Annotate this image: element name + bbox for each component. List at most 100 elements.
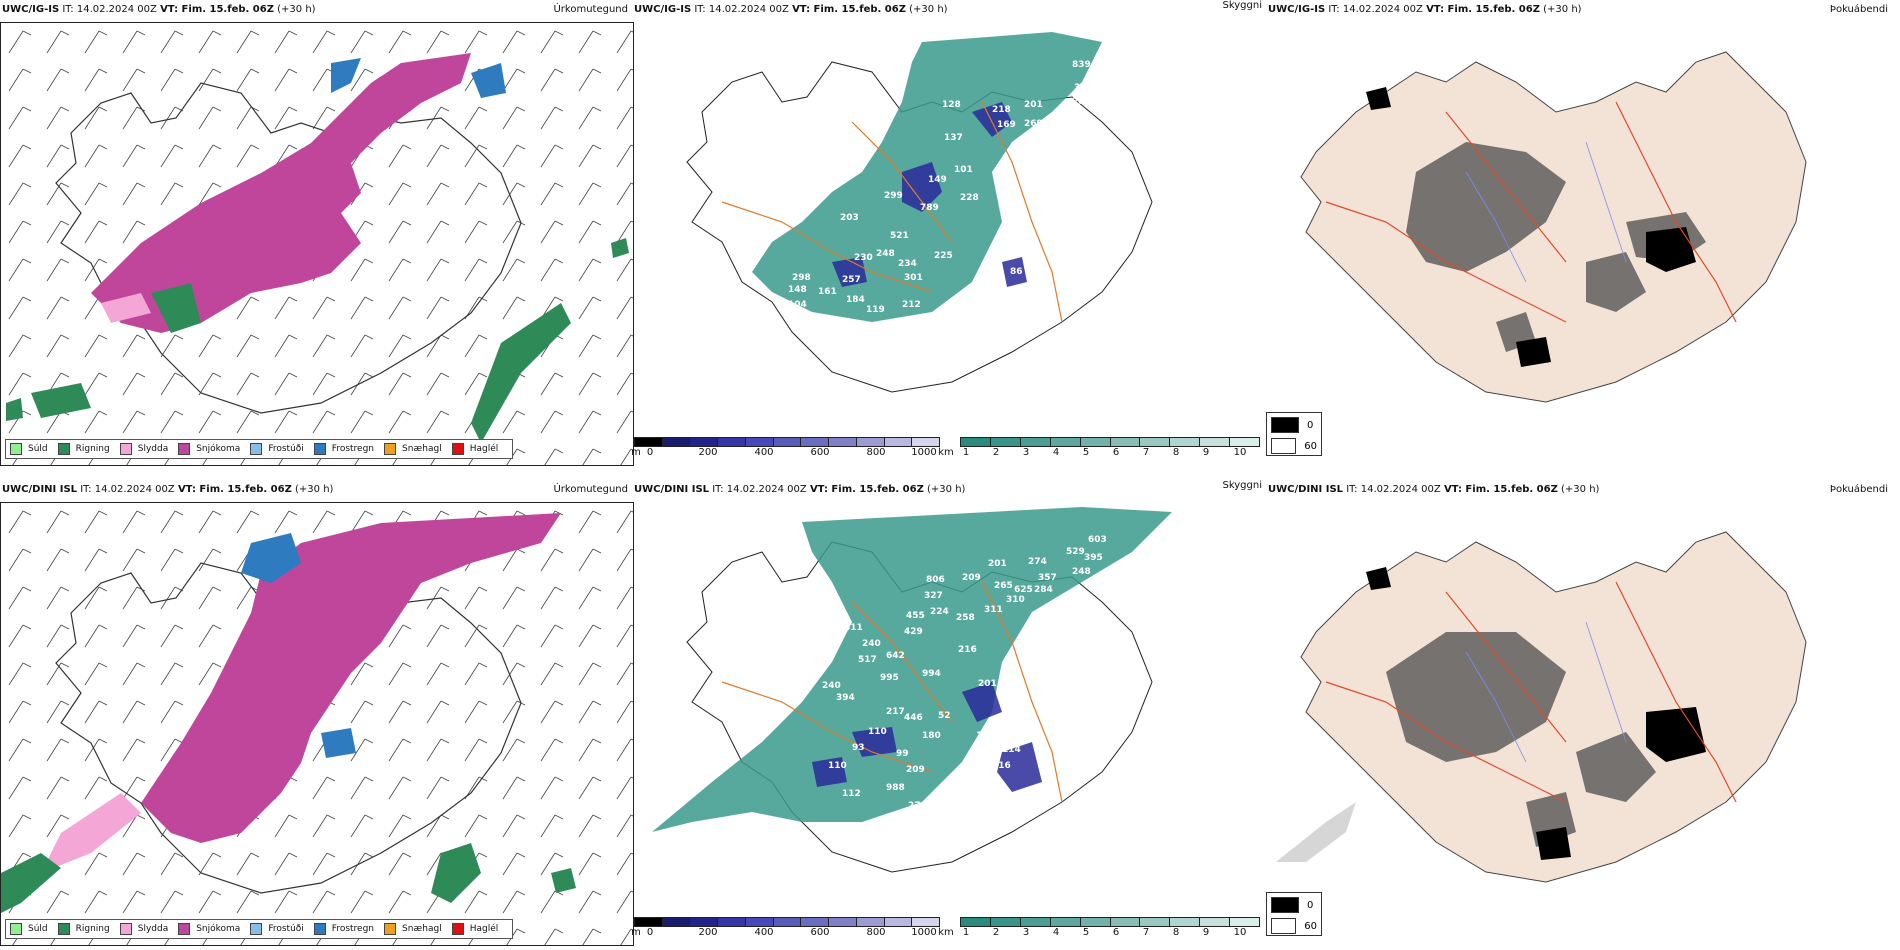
fog-legend: 0 60 xyxy=(1266,412,1322,456)
colorbar-tick: 10 xyxy=(1233,447,1247,458)
colorbar-unit: km xyxy=(938,447,954,458)
model-name: UWC/DINI ISL xyxy=(1268,484,1344,495)
frz-area xyxy=(241,533,356,758)
colorbar-cell xyxy=(773,918,802,926)
vis-label: 386 xyxy=(788,555,807,565)
colorbar-ticks: km 1 2 3 4 5 6 7 8 9 10 xyxy=(938,447,1260,459)
colorbar-cell xyxy=(961,438,991,446)
vis-label: 234 xyxy=(898,259,917,269)
vis-label: 217 xyxy=(886,707,905,717)
vis-label: 521 xyxy=(890,231,909,241)
colorbar-tick: 6 xyxy=(1112,447,1120,458)
vis-label: 218 xyxy=(992,105,1011,115)
row2-fog-panel: UWC/DINI ISL IT: 14.02.2024 00Z VT: Fim.… xyxy=(1266,480,1900,950)
legend-swatch xyxy=(178,923,191,935)
colorbar-tick: 9 xyxy=(1202,447,1210,458)
vis-label: 411 xyxy=(844,623,863,633)
legend-item: Slydda xyxy=(119,923,168,935)
vis-label: 839 xyxy=(1072,60,1091,70)
colorbar-cell xyxy=(1080,918,1111,926)
valid-time: VT: Fim. 15.feb. 06Z xyxy=(1443,484,1558,495)
colorbar-cell xyxy=(990,438,1021,446)
ptype-map-svg xyxy=(1,23,633,465)
vis-label: 995 xyxy=(880,673,899,683)
vis-label: 230 xyxy=(854,253,873,263)
model-name: UWC/DINI ISL xyxy=(634,484,710,495)
visibility-map: 839 313 286 201 218 128 169 269 137 101 … xyxy=(632,22,1268,432)
vis-label: 209 xyxy=(962,573,981,583)
vis-label: 269 xyxy=(1024,119,1043,129)
vis-label: 357 xyxy=(1038,573,1057,583)
legend-swatch xyxy=(313,923,326,935)
vis-label: 114 xyxy=(1002,745,1021,755)
vis-label: 225 xyxy=(934,251,953,261)
model-name: UWC/IG-IS xyxy=(634,4,692,15)
row2-visibility-panel: UWC/DINI ISL IT: 14.02.2024 00Z VT: Fim.… xyxy=(632,480,1268,950)
colorbar-tick: 2 xyxy=(992,447,1000,458)
fog-dark-area xyxy=(1406,142,1706,352)
legend-swatch xyxy=(57,443,70,455)
roads xyxy=(1325,101,1737,323)
vis-label: 110 xyxy=(868,727,887,737)
colorbar-tick: 10 xyxy=(1233,927,1247,938)
visibility-map: 603 529 395 274 248 201 209 265 357 284 … xyxy=(632,502,1268,912)
colorbar-strip xyxy=(634,437,940,447)
colorbar-tick: 2 xyxy=(992,927,1000,938)
legend-item: Rigning xyxy=(57,443,110,455)
vis-label: 99 xyxy=(896,749,909,759)
colorbar-tick: 5 xyxy=(1082,447,1090,458)
fog-legend-swatch xyxy=(1271,417,1299,433)
vis-label: 126 xyxy=(990,253,1009,263)
roads xyxy=(721,101,1063,323)
colorbar-cell xyxy=(801,438,830,446)
legend-swatch xyxy=(10,923,22,935)
iceland-outline xyxy=(55,562,522,894)
legend-swatch xyxy=(119,443,132,455)
vis-label: 201 xyxy=(988,559,1007,569)
vis-label: 301 xyxy=(904,273,923,283)
legend-item: Snjókoma xyxy=(178,443,240,455)
fog-legend-item: 0 xyxy=(1271,896,1317,914)
vis-label: 446 xyxy=(904,713,923,723)
colorbar-cell xyxy=(1230,918,1260,926)
colorbar-cell xyxy=(1170,918,1201,926)
legend-swatch xyxy=(10,443,22,455)
colorbar-cell xyxy=(990,918,1021,926)
colorbar-cell xyxy=(1080,438,1111,446)
colorbar-tick: 200 xyxy=(698,927,718,938)
panel-type-label: Skyggni xyxy=(1222,0,1262,11)
vis-label: 240 xyxy=(862,639,881,649)
colorbar-tick: 800 xyxy=(866,927,886,938)
colorbar-cell xyxy=(1230,438,1260,446)
colorbar-strip xyxy=(960,917,1260,927)
vis-label: 286 xyxy=(1072,97,1091,107)
colorbar-cell xyxy=(718,438,746,446)
iceland-fill xyxy=(1300,531,1807,883)
colorbar-cell xyxy=(635,438,663,446)
fog-legend-swatch xyxy=(1271,438,1297,454)
colorbar-cell xyxy=(1020,438,1051,446)
fog-dark-area xyxy=(1386,632,1656,847)
colorbar-unit: m xyxy=(632,927,641,938)
vis-label: 110 xyxy=(828,761,847,771)
visibility-m-colorbar: m 0 200 400 600 800 1000 xyxy=(632,437,940,459)
legend-swatch xyxy=(57,923,70,935)
vis-label: 429 xyxy=(904,627,923,637)
vis-label: 216 xyxy=(958,645,977,655)
colorbar-tick: 1 xyxy=(962,447,970,458)
vis-label: 52 xyxy=(938,711,951,721)
snow-area xyxy=(141,513,561,843)
rivers xyxy=(1465,141,1627,283)
colorbar-cell xyxy=(1170,438,1201,446)
vis-label: 313 xyxy=(1074,83,1093,93)
vis-label: 274 xyxy=(1028,557,1047,567)
colorbar-cell xyxy=(635,918,663,926)
vis-label: 642 xyxy=(886,651,905,661)
colorbar-cell xyxy=(912,438,940,446)
colorbar-cell xyxy=(1200,918,1231,926)
vis-label: 257 xyxy=(842,275,861,285)
colorbar-tick: 3 xyxy=(1022,927,1030,938)
legend-swatch xyxy=(119,923,132,935)
vis-label: 119 xyxy=(866,305,885,315)
row1-ptype-panel: UWC/IG-IS IT: 14.02.2024 00Z VT: Fim. 15… xyxy=(0,0,634,475)
